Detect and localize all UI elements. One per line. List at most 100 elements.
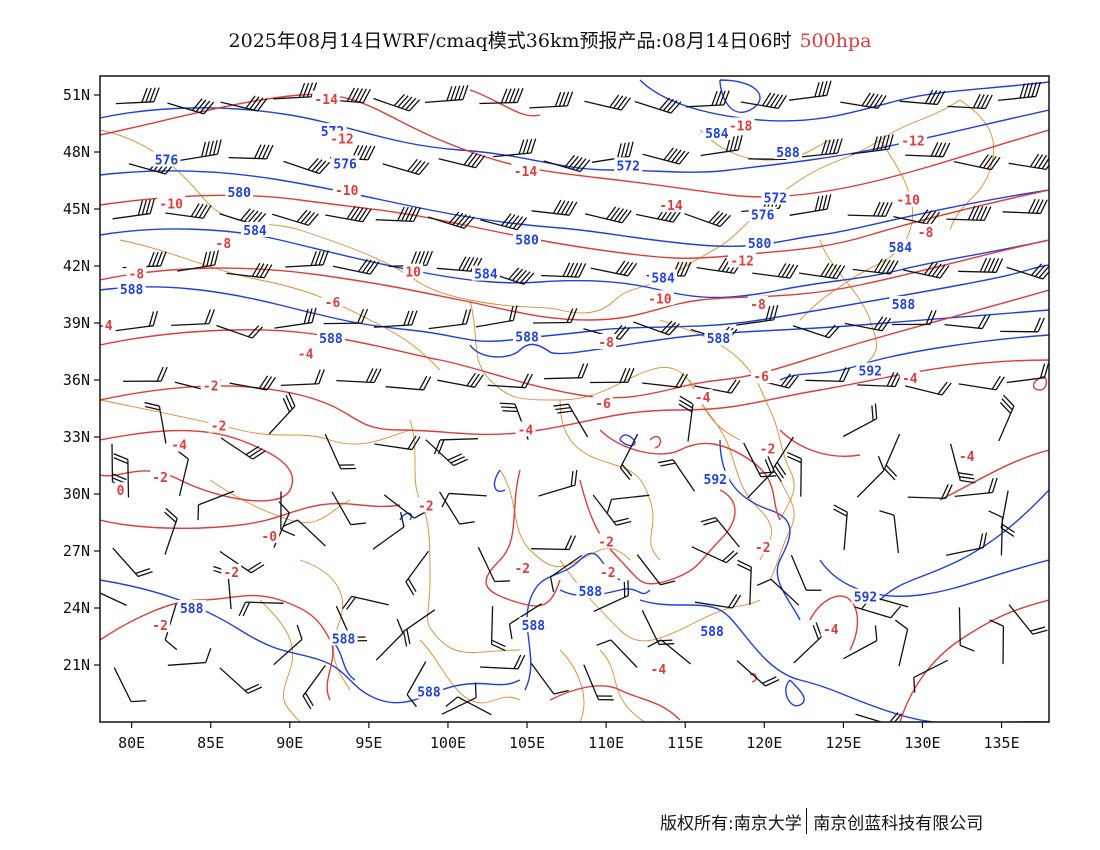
temp-contour-label-bg [597, 563, 618, 579]
height-contour-label: 588 [700, 625, 724, 640]
temp-contour-label: -6 [753, 370, 769, 385]
height-contour-label-bg [471, 265, 500, 281]
temp-contour-label-bg [894, 191, 923, 207]
height-contour-label-bg [748, 206, 777, 222]
wind-barb [324, 433, 357, 470]
wind-barb [647, 639, 692, 665]
temp-contour-label: -6 [325, 296, 341, 311]
wind-barb [167, 98, 215, 115]
wind-barb [584, 94, 631, 111]
lat-tick-label: 27N [63, 542, 90, 560]
temp-contour-label: -12 [330, 133, 353, 148]
wind-barb [789, 194, 832, 216]
wind-barb [112, 198, 155, 220]
height-contour-label: 588 [522, 619, 546, 634]
lat-tick-label: 30N [63, 485, 90, 503]
wind-barb [658, 459, 696, 492]
wind-barb [842, 403, 878, 438]
wind-barb [268, 392, 296, 435]
company-text: 南京创蓝科技有限公司 [813, 813, 984, 834]
wind-barb [331, 491, 366, 526]
wind-barb [736, 304, 779, 326]
wind-barb [177, 250, 220, 272]
wind-barb [280, 491, 296, 537]
lon-tick-label: 115E [667, 734, 703, 752]
temp-contour-label: -14 [514, 165, 538, 180]
temp-contour-label: -12 [730, 254, 753, 269]
wind-barb [854, 605, 902, 619]
height-contour-label-bg [117, 280, 146, 296]
temp-contour-label-bg [899, 370, 920, 386]
temp-contour-label-bg [221, 563, 242, 579]
wind-barb [756, 578, 800, 606]
lat-tick-label: 39N [63, 314, 90, 332]
wind-barb [216, 324, 264, 339]
height-contour-label-bg [702, 125, 731, 140]
wind-barb [342, 595, 389, 610]
wind-barb [283, 519, 326, 547]
wind-barb [946, 205, 992, 222]
wind-barb [596, 639, 638, 668]
temp-contour-label: -2 [755, 541, 771, 556]
temp-contour-label: -4 [651, 663, 667, 678]
wind-barb [958, 375, 1005, 391]
wind-barb [531, 535, 577, 551]
wind-barb [989, 619, 1005, 665]
chart-title: 2025年08月14日WRF/cmaq模式36km预报产品:08月14日06时 5… [0, 26, 1100, 53]
wind-barb [793, 622, 823, 664]
wind-barb [905, 142, 951, 158]
wind-barb [851, 134, 894, 155]
wind-barb [606, 494, 650, 515]
height-contour-label-bg [519, 617, 548, 633]
footer-separator [805, 808, 808, 834]
wind-barb [332, 258, 380, 275]
lat-tick-label: 21N [63, 656, 90, 674]
temp-contour-label: -2 [600, 566, 616, 581]
height-contour-label-bg [889, 296, 918, 311]
temp-contour-label-bg [208, 417, 229, 433]
lat-tick-label: 33N [63, 428, 90, 446]
wind-barb [634, 97, 682, 114]
wind-barb [998, 81, 1042, 102]
wind-barb [165, 203, 212, 219]
wind-barb [112, 547, 153, 578]
wind-barb [799, 262, 846, 280]
wind-barb [958, 607, 975, 652]
wind-barb [532, 308, 578, 324]
temperature-labels: -14 -12 -10 -10 -8 -8 -6 -4 -4 -2 -2 -4 -2 0 -2 -0 -2 -2 -… [100, 90, 977, 678]
temperature-contours [100, 89, 1049, 722]
wind-barb [220, 437, 266, 460]
temp-contour-label-bg [728, 252, 757, 268]
temp-contour-label: -10 [896, 194, 920, 209]
wind-barb [913, 659, 948, 693]
wind-barb [477, 546, 510, 583]
height-contour-label-bg [225, 183, 254, 199]
temp-contour-label-bg [169, 436, 190, 452]
wind-barb [1008, 153, 1049, 171]
wind-barb [490, 606, 506, 652]
wind-barb [375, 206, 421, 223]
temp-contour-label: -4 [298, 347, 314, 362]
temp-contour-label-bg [515, 421, 536, 437]
wind-barb [642, 373, 689, 388]
wind-barb [958, 257, 1004, 273]
wind-barb [113, 453, 130, 498]
wind-barb [949, 443, 976, 484]
height-contour-label: 580 [748, 237, 772, 252]
wind-barb [988, 510, 1004, 556]
lon-tick-label: 130E [904, 734, 940, 752]
wind-barb [273, 82, 318, 100]
wind-barb [385, 375, 432, 391]
temp-contour-label: -10 [159, 197, 183, 212]
wind-barb [273, 624, 303, 666]
wind-barb [589, 367, 635, 384]
height-contour-label-bg [414, 683, 443, 699]
temp-contour-label-bg [415, 497, 436, 513]
wind-barb [953, 154, 1001, 171]
wind-barb [373, 93, 421, 112]
wind-barb [747, 456, 775, 499]
height-contour-label: 584 [243, 224, 267, 239]
wind-barb [902, 261, 950, 279]
wind-barb [167, 647, 212, 666]
wind-barb [115, 310, 159, 332]
